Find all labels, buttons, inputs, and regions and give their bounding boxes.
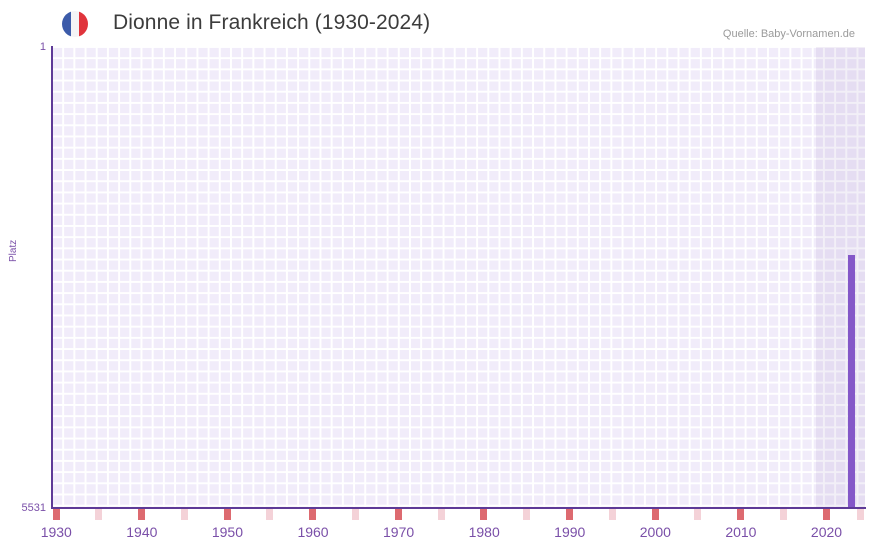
x-axis-tick-label: 1950 bbox=[211, 524, 243, 540]
flag-stripe-blue bbox=[62, 11, 71, 37]
x-axis-tick-mark bbox=[565, 509, 574, 520]
chart-header: Dionne in Frankreich (1930-2024) Quelle:… bbox=[0, 0, 873, 47]
x-axis-tick-mark bbox=[138, 509, 146, 520]
plot-area bbox=[52, 47, 865, 508]
france-flag-icon bbox=[62, 11, 88, 37]
x-axis-tick-mark bbox=[608, 509, 616, 520]
flag-stripe-red bbox=[79, 11, 88, 37]
x-axis-tick-mark bbox=[180, 509, 188, 520]
x-axis-tick-label: 1940 bbox=[126, 524, 158, 540]
bar[interactable] bbox=[848, 255, 856, 508]
x-axis-tick-mark bbox=[352, 509, 360, 520]
source-attribution: Quelle: Baby-Vornamen.de bbox=[722, 28, 855, 40]
x-axis-tick-mark bbox=[52, 509, 60, 520]
x-axis-tick-label: 2020 bbox=[810, 524, 843, 540]
x-axis-tick-mark bbox=[394, 509, 402, 520]
x-axis-tick-mark bbox=[523, 509, 531, 520]
y-axis-tick-bottom: 5531 bbox=[21, 502, 46, 514]
x-axis-line bbox=[51, 507, 866, 509]
x-axis-tick-label: 1930 bbox=[40, 524, 72, 540]
x-axis-tick-label: 2010 bbox=[725, 524, 757, 540]
x-axis-tick-mark bbox=[737, 509, 745, 520]
x-axis-tick-mark bbox=[779, 509, 787, 520]
x-axis-tick-mark bbox=[651, 509, 659, 520]
y-axis-line bbox=[51, 46, 53, 509]
x-axis-tick-mark bbox=[856, 509, 864, 520]
x-axis-tick-label: 2000 bbox=[639, 524, 671, 540]
x-axis-tick-mark bbox=[437, 509, 445, 520]
x-axis-tick-label: 1990 bbox=[554, 524, 586, 540]
y-axis-tick-top: 1 bbox=[39, 41, 46, 53]
x-axis-tick-label: 1960 bbox=[297, 524, 329, 540]
x-axis-tick-mark bbox=[309, 509, 317, 520]
flag-stripe-white bbox=[70, 11, 80, 37]
x-axis-tick-mark bbox=[480, 509, 488, 520]
x-axis-tick-mark bbox=[223, 509, 231, 520]
x-axis-tick-label: 1980 bbox=[468, 524, 500, 540]
grid-lines bbox=[52, 47, 865, 508]
page-title: Dionne in Frankreich (1930-2024) bbox=[113, 11, 431, 34]
x-axis-tick-mark bbox=[266, 509, 274, 520]
x-axis-tick-mark bbox=[95, 509, 103, 520]
x-axis-tick-mark bbox=[694, 509, 702, 520]
x-axis-tick-mark bbox=[822, 509, 830, 520]
y-axis-label: Platz bbox=[8, 239, 19, 262]
x-axis-tick-label: 1970 bbox=[383, 524, 415, 540]
